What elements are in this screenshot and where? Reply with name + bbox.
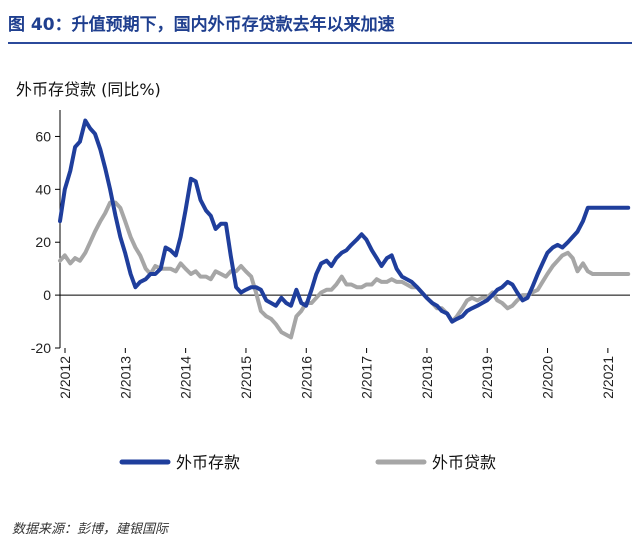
- x-tick-label: 2/2015: [238, 356, 254, 399]
- legend-label-loans: 外币贷款: [432, 453, 496, 472]
- x-tick-label: 2/2021: [600, 356, 616, 399]
- line-chart: -20 0 20 40 60 2/2012 2/2013 2/2014 2/2015 2/2016…: [31, 110, 631, 472]
- x-tick-label: 2/2018: [419, 356, 435, 399]
- y-tick-label: 0: [43, 287, 51, 303]
- legend-label-deposits: 外币存款: [176, 453, 240, 472]
- x-tick-label: 2/2012: [57, 356, 73, 399]
- x-tick-label: 2/2019: [479, 356, 495, 399]
- y-tick-label: 60: [35, 128, 51, 144]
- y-tick-label: 20: [35, 234, 51, 250]
- y-tick-label: 40: [35, 181, 51, 197]
- title-rule: [8, 42, 632, 44]
- y-axis-title: 外币存贷款 (同比%): [16, 80, 161, 99]
- x-tick-label: 2/2014: [178, 356, 194, 399]
- series-line-deposits: [58, 118, 631, 324]
- x-tick-label: 2/2016: [298, 356, 314, 399]
- x-tick-label: 2/2020: [540, 356, 556, 399]
- source-note: 数据来源：彭博，建银国际: [12, 522, 169, 537]
- x-tick-label: 2/2017: [359, 356, 375, 399]
- x-tick-label: 2/2013: [117, 356, 133, 399]
- figure-title: 图 40：升值预期下，国内外币存贷款去年以来加速: [8, 15, 395, 35]
- y-tick-label: -20: [31, 340, 51, 356]
- series-line-loans: [58, 200, 631, 340]
